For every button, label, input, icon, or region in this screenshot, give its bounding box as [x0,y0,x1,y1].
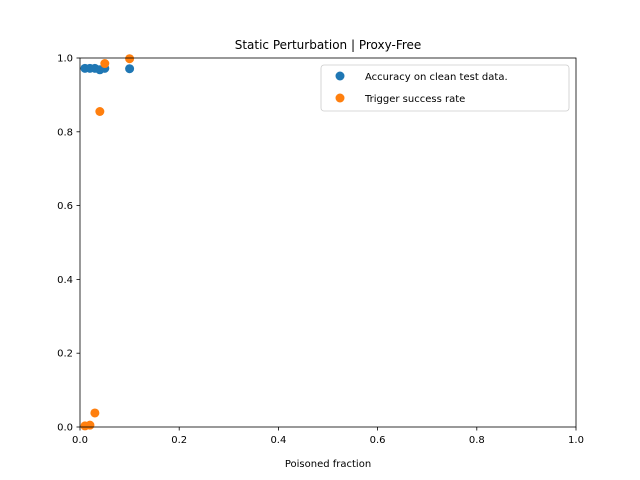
x-tick-label: 0.8 [469,435,485,446]
x-tick-label: 0.2 [171,435,187,446]
y-tick-label: 0.2 [57,349,73,360]
y-axis-ticks: 0.0 0.2 0.4 0.6 0.8 1.0 [57,54,80,434]
trigger-success-point [125,54,135,64]
legend-marker-trigger [335,93,345,103]
legend-label-accuracy: Accuracy on clean test data. [365,72,508,83]
chart-title: Static Perturbation | Proxy-Free [235,38,422,52]
trigger-success-point [95,107,105,117]
x-tick-label: 1.0 [568,435,584,446]
y-tick-label: 1.0 [57,54,73,65]
legend-marker-accuracy [335,71,345,81]
trigger-success-point [90,408,100,418]
x-axis-label: Poisoned fraction [285,459,371,470]
data-points [80,54,135,431]
y-tick-label: 0.4 [57,275,73,286]
trigger-success-point [85,420,95,430]
y-tick-label: 0.0 [57,423,73,434]
legend-label-trigger: Trigger success rate [364,94,465,105]
legend: Accuracy on clean test data. Trigger suc… [320,64,570,112]
x-axis-ticks: 0.0 0.2 0.4 0.6 0.8 1.0 [72,427,584,446]
accuracy-point [125,64,135,74]
y-tick-label: 0.6 [57,201,73,212]
x-tick-label: 0.4 [270,435,286,446]
legend-box [320,64,570,112]
x-tick-label: 0.6 [370,435,386,446]
plot-frame [79,57,577,428]
y-tick-label: 0.8 [57,127,73,138]
trigger-success-point [100,59,110,69]
x-tick-label: 0.0 [72,435,88,446]
